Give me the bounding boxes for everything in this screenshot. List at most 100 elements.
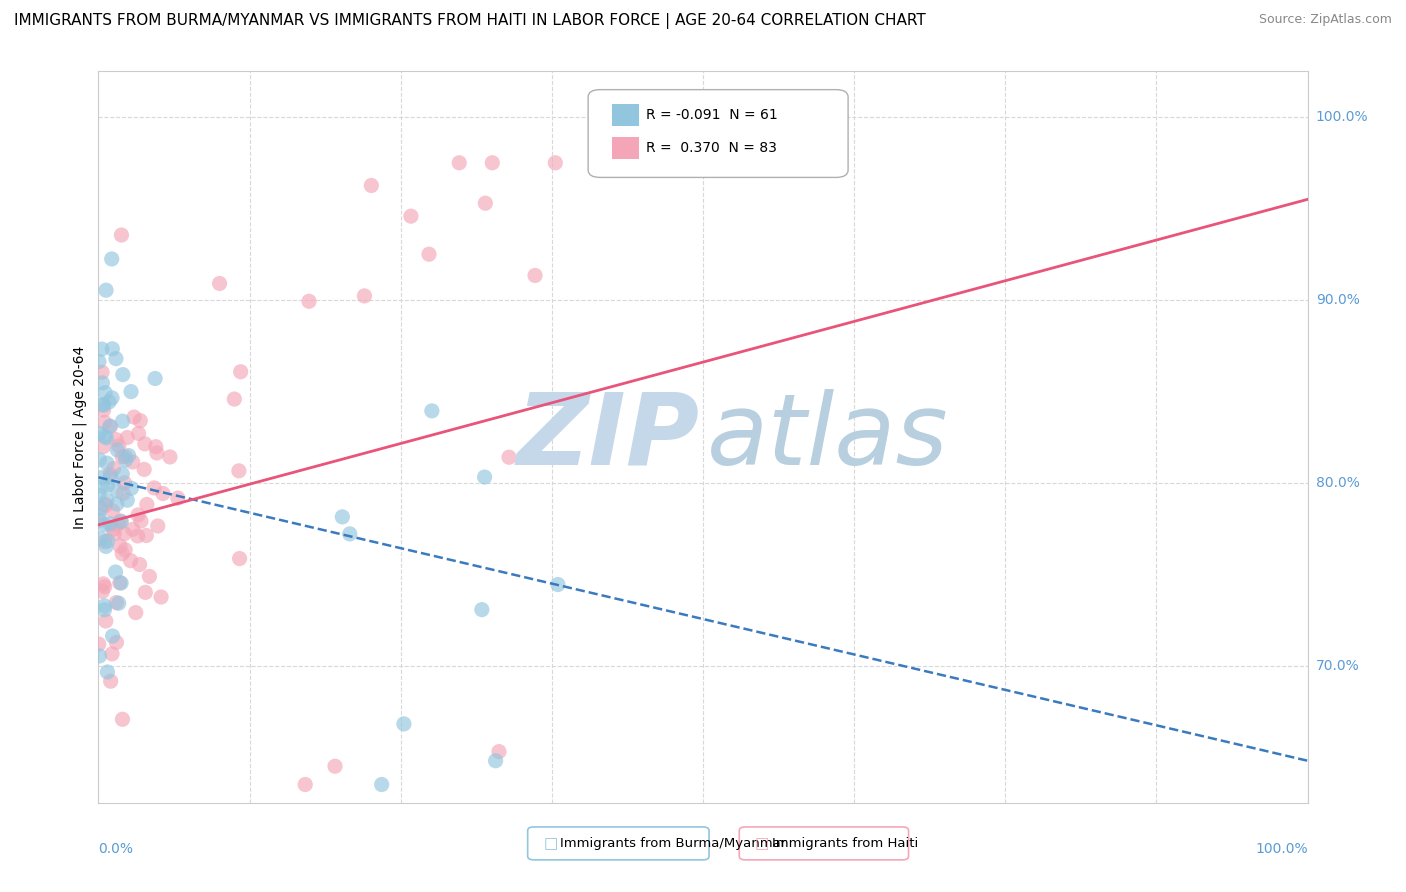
Point xyxy=(100,674,122,689)
Point xyxy=(129,514,152,528)
Point xyxy=(114,453,136,467)
Point xyxy=(111,450,134,464)
Point xyxy=(370,777,392,791)
Point xyxy=(122,410,145,425)
Point xyxy=(101,504,124,518)
Point xyxy=(134,585,156,599)
Point xyxy=(449,155,471,169)
Text: atlas: atlas xyxy=(707,389,948,485)
Point xyxy=(89,648,111,663)
Point xyxy=(91,398,114,412)
Point xyxy=(93,415,115,429)
Point xyxy=(481,155,503,169)
Point xyxy=(108,575,131,590)
Point xyxy=(330,509,353,524)
Point xyxy=(392,717,415,731)
Point xyxy=(360,178,382,193)
Text: IMMIGRANTS FROM BURMA/MYANMAR VS IMMIGRANTS FROM HAITI IN LABOR FORCE | AGE 20-6: IMMIGRANTS FROM BURMA/MYANMAR VS IMMIGRA… xyxy=(14,13,925,29)
Point xyxy=(91,365,114,379)
Point xyxy=(128,426,150,441)
Point xyxy=(93,599,115,613)
Point xyxy=(146,446,169,460)
Point xyxy=(339,527,361,541)
Point xyxy=(152,486,174,500)
Text: R =  0.370  N = 83: R = 0.370 N = 83 xyxy=(647,141,778,155)
Text: 80.0%: 80.0% xyxy=(1316,475,1360,490)
Point xyxy=(118,449,141,463)
Point xyxy=(420,404,443,418)
Point xyxy=(93,603,115,617)
Point xyxy=(143,481,166,495)
Point xyxy=(138,569,160,583)
Point xyxy=(91,470,114,484)
Point xyxy=(125,606,148,620)
Point xyxy=(103,526,125,541)
Point xyxy=(96,456,118,470)
Point xyxy=(114,526,136,541)
Point xyxy=(117,493,139,508)
Point xyxy=(96,493,118,508)
Point xyxy=(98,395,121,409)
Text: □: □ xyxy=(543,837,558,851)
Point xyxy=(96,665,118,679)
Point xyxy=(120,554,142,568)
Point xyxy=(298,294,321,309)
Point xyxy=(484,754,506,768)
Point xyxy=(94,499,117,513)
Point xyxy=(105,442,128,457)
Point xyxy=(100,252,122,266)
Point xyxy=(547,577,569,591)
FancyBboxPatch shape xyxy=(588,90,848,178)
FancyBboxPatch shape xyxy=(527,827,709,860)
Point xyxy=(121,455,143,469)
Point xyxy=(98,467,121,482)
Point xyxy=(87,637,110,651)
Point xyxy=(120,481,142,495)
Y-axis label: In Labor Force | Age 20-64: In Labor Force | Age 20-64 xyxy=(73,345,87,529)
Point xyxy=(91,584,114,599)
Point xyxy=(544,155,567,169)
Point xyxy=(474,470,496,484)
Text: Immigrants from Haiti: Immigrants from Haiti xyxy=(772,838,918,850)
Point xyxy=(93,580,115,594)
Point xyxy=(134,437,156,451)
Point xyxy=(100,419,122,434)
Point xyxy=(115,430,138,444)
Text: □: □ xyxy=(755,837,769,851)
Point xyxy=(101,629,124,643)
Point xyxy=(105,433,128,447)
FancyBboxPatch shape xyxy=(740,827,908,860)
Point xyxy=(105,497,128,511)
Point xyxy=(128,558,150,572)
Point xyxy=(145,440,167,454)
Point xyxy=(111,368,134,382)
Point xyxy=(111,547,134,561)
FancyBboxPatch shape xyxy=(613,137,638,159)
Point xyxy=(107,596,129,610)
Point xyxy=(89,513,111,527)
Point xyxy=(87,488,110,502)
Point xyxy=(103,461,125,475)
Point xyxy=(127,508,149,522)
Text: 100.0%: 100.0% xyxy=(1316,110,1368,124)
Point xyxy=(94,534,117,549)
Point xyxy=(121,522,143,536)
Point xyxy=(93,429,115,443)
Text: 100.0%: 100.0% xyxy=(1256,842,1308,855)
Point xyxy=(94,283,117,297)
Point xyxy=(94,385,117,400)
Point xyxy=(114,542,136,557)
Point xyxy=(135,528,157,542)
Point xyxy=(353,289,375,303)
Point xyxy=(90,342,112,356)
Point xyxy=(105,483,128,498)
Point xyxy=(89,452,111,467)
Point xyxy=(224,392,246,406)
Point xyxy=(98,516,121,531)
Point xyxy=(323,759,346,773)
Point xyxy=(129,414,152,428)
Point xyxy=(93,517,115,532)
Point xyxy=(143,371,166,385)
Point xyxy=(104,565,127,579)
Point xyxy=(150,590,173,604)
